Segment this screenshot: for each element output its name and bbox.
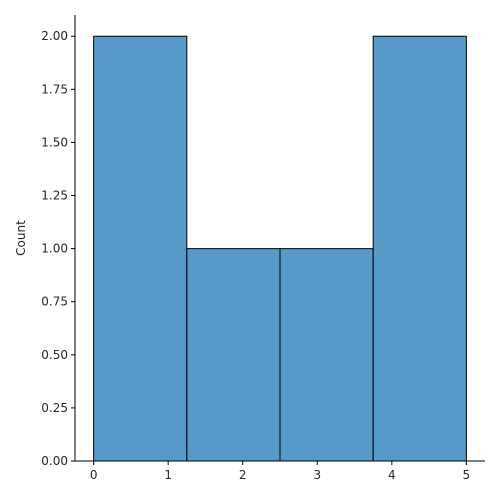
y-tick-label: 1.25: [41, 189, 68, 203]
histogram-bar: [93, 35, 188, 462]
y-tick-label: 2.00: [41, 29, 68, 43]
y-tick-label: 1.75: [41, 82, 68, 96]
y-tick-label: 1.00: [41, 242, 68, 256]
x-tick-label: 1: [164, 468, 172, 482]
x-tick-label: 4: [388, 468, 396, 482]
y-tick-label: 1.50: [41, 135, 68, 149]
x-tick-label: 2: [239, 468, 247, 482]
x-axis: 0 1 2 3 4 5: [75, 460, 485, 482]
y-tick-label: 0.50: [41, 348, 68, 362]
histogram-bar: [372, 35, 467, 462]
x-tick-label: 3: [313, 468, 321, 482]
bars-group: [93, 35, 467, 462]
histogram-bar: [186, 248, 281, 462]
x-tick-label: 0: [90, 468, 98, 482]
y-axis: 0.00 0.25 0.50 0.75 1.00 1.25 1.50 1.75 2.00: [41, 15, 76, 468]
histogram-bar: [279, 248, 374, 462]
y-tick-label: 0.75: [41, 295, 68, 309]
y-tick-label: 0.25: [41, 401, 68, 415]
y-axis-label: Count: [14, 220, 28, 256]
y-tick-label: 0.00: [41, 454, 68, 468]
x-tick-label: 5: [463, 468, 471, 482]
